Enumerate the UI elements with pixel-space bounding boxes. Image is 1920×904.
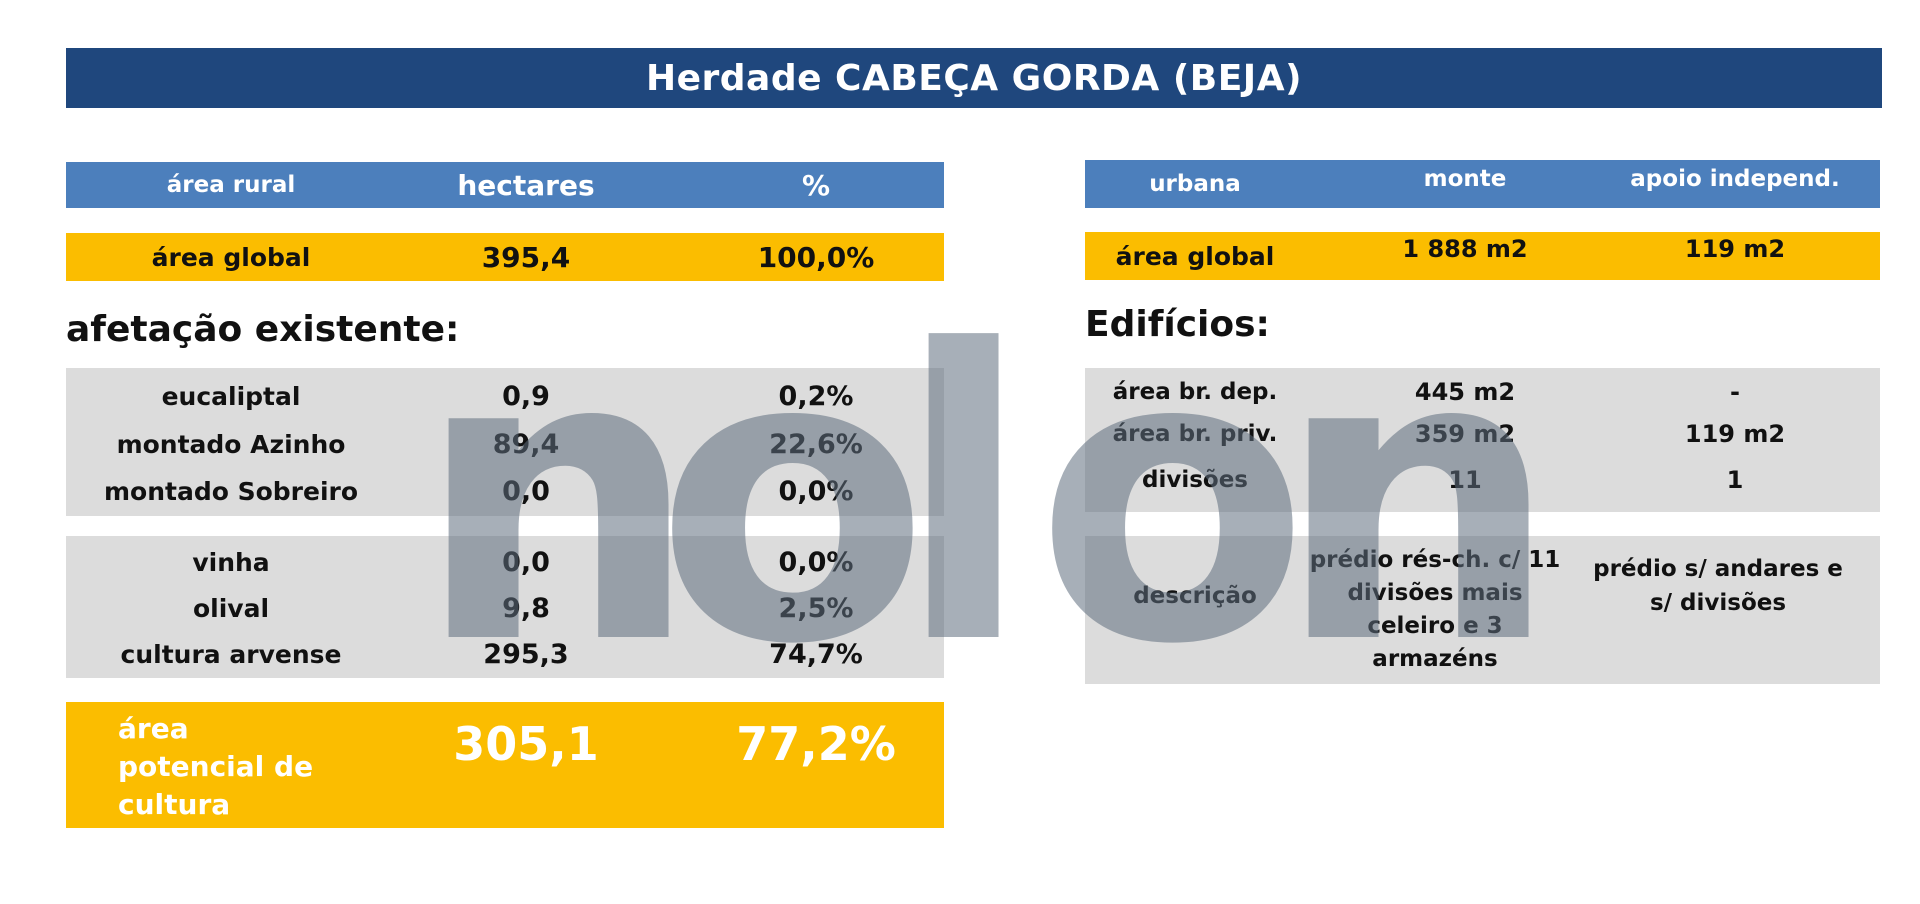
row-hectares: 89,4 (492, 428, 560, 460)
table-row: vinha 0,0 0,0% (66, 540, 944, 584)
rural-group-2: vinha 0,0 0,0% olival 9,8 2,5% cultura a… (66, 536, 944, 678)
descricao-monte: prédio rés-ch. c/ 11 divisões mais celei… (1309, 547, 1561, 672)
rural-global-row: área global 395,4 100,0% (66, 233, 944, 281)
row-percent: 22,6% (769, 428, 863, 460)
urban-header-row: urbana monte apoio independ. (1085, 160, 1880, 208)
potential-label: área potencial de cultura (118, 712, 314, 821)
row-label: montado Azinho (116, 429, 346, 459)
descricao-label: descrição (1133, 583, 1257, 609)
row-percent: 2,5% (778, 592, 854, 624)
row-percent: 0,2% (778, 380, 854, 412)
row-label: divisões (1141, 467, 1248, 493)
urban-descricao-row: descrição prédio rés-ch. c/ 11 divisões … (1085, 536, 1880, 684)
table-row: montado Sobreiro 0,0 0,0% (66, 469, 944, 513)
rural-header-row: área rural hectares % (66, 162, 944, 208)
row-label: área br. priv. (1112, 421, 1278, 447)
row-hectares: 9,8 (502, 592, 550, 624)
rural-global-percent: 100,0% (757, 240, 875, 274)
urban-global-row: área global 1 888 m2 119 m2 (1085, 232, 1880, 280)
rural-section-title: afetação existente: (66, 309, 460, 350)
row-percent: 0,0% (778, 475, 854, 507)
row-label: cultura arvense (120, 639, 342, 669)
row-monte: 359 m2 (1414, 420, 1516, 448)
row-apoio: 1 (1726, 466, 1744, 494)
row-hectares: 0,0 (502, 546, 550, 578)
row-percent: 74,7% (769, 638, 863, 670)
rural-group-1: eucaliptal 0,9 0,2% montado Azinho 89,4 … (66, 368, 944, 516)
table-row: olival 9,8 2,5% (66, 586, 944, 630)
row-monte: 11 (1448, 466, 1482, 494)
row-percent: 0,0% (778, 546, 854, 578)
rural-global-hectares: 395,4 (481, 240, 571, 274)
rural-header-hectares: hectares (457, 168, 595, 202)
urban-header-apoio: apoio independ. (1630, 166, 1840, 192)
row-monte: 445 m2 (1414, 378, 1516, 406)
rural-header-percent: % (801, 168, 831, 202)
row-label: eucaliptal (161, 381, 301, 411)
rural-header-area: área rural (166, 172, 296, 198)
row-label: montado Sobreiro (103, 476, 359, 506)
urban-global-label: área global (1115, 241, 1275, 271)
row-hectares: 295,3 (483, 638, 569, 670)
row-label: olival (192, 593, 270, 623)
potential-hectares: 305,1 (453, 717, 599, 771)
table-row: eucaliptal 0,9 0,2% (66, 374, 944, 418)
urban-header-monte: monte (1423, 166, 1507, 192)
row-hectares: 0,0 (502, 475, 550, 507)
table-row: área br. dep. 445 m2 - (1085, 372, 1880, 412)
table-row: área br. priv. 359 m2 119 m2 (1085, 414, 1880, 454)
urban-global-monte: 1 888 m2 (1402, 235, 1528, 263)
table-row: cultura arvense 295,3 74,7% (66, 632, 944, 676)
descricao-apoio: prédio s/ andares e s/ divisões (1593, 556, 1843, 616)
row-apoio: 119 m2 (1684, 420, 1786, 448)
row-hectares: 0,9 (502, 380, 550, 412)
rural-potential-row: área potencial de cultura 305,1 77,2% (66, 702, 944, 828)
rural-global-label: área global (151, 242, 311, 272)
potential-percent: 77,2% (736, 717, 896, 771)
table-row: divisões 11 1 (1085, 460, 1880, 500)
page-title: Herdade CABEÇA GORDA (BEJA) (66, 48, 1882, 108)
urban-section-title: Edifícios: (1085, 304, 1270, 345)
urban-rows: área br. dep. 445 m2 - área br. priv. 35… (1085, 368, 1880, 512)
urban-header-urbana: urbana (1149, 171, 1241, 197)
urban-global-apoio: 119 m2 (1684, 235, 1786, 263)
table-row: montado Azinho 89,4 22,6% (66, 422, 944, 466)
row-label: vinha (192, 547, 270, 577)
row-label: área br. dep. (1112, 379, 1278, 405)
row-apoio: - (1730, 378, 1740, 406)
